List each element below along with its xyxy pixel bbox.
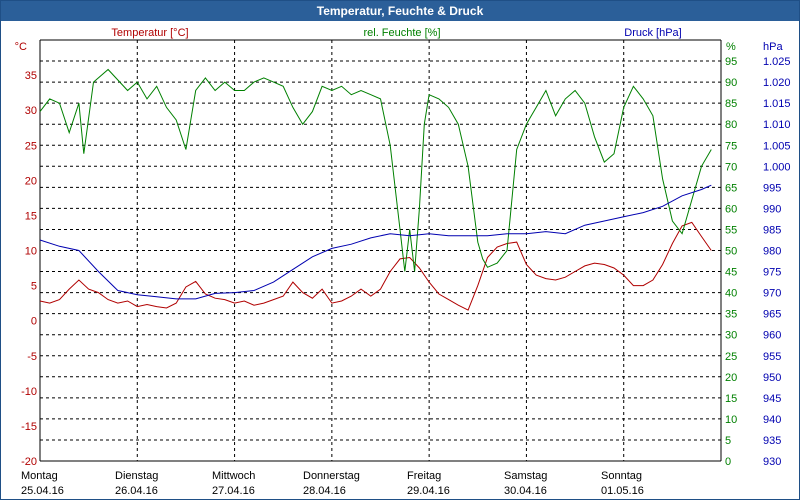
pressure-tick-label: 945 (763, 393, 781, 405)
day-name-label: Sonntag (601, 470, 642, 482)
humidity-tick-label: 20 (725, 372, 737, 384)
day-date-label: 01.05.16 (601, 485, 644, 497)
pressure-tick-label: 990 (763, 203, 781, 215)
axes (39, 39, 722, 462)
humidity-tick-label: 95 (725, 56, 737, 68)
pressure-tick-label: 940 (763, 414, 781, 426)
pressure-axis-unit: hPa (763, 41, 783, 53)
temperature-tick-label: 10 (25, 246, 37, 258)
day-name-label: Montag (21, 470, 58, 482)
pressure-tick-label: 1.015 (763, 98, 791, 110)
pressure-tick-label: 1.000 (763, 161, 791, 173)
day-name-label: Freitag (407, 470, 441, 482)
pressure-tick-label: 970 (763, 288, 781, 300)
pressure-axis-label: Druck [hPa] (624, 27, 681, 39)
tick-labels: 35302520151050-5-10-15-20959085807570656… (21, 56, 790, 468)
x-axis-labels: Montag 25.04.16 Dienstag 26.04.16 Mittwoch 27… (21, 470, 644, 497)
humidity-tick-label: 80 (725, 119, 737, 131)
humidity-tick-label: 75 (725, 140, 737, 152)
humidity-tick-label: 0 (725, 456, 731, 468)
day-date-label: 29.04.16 (407, 485, 450, 497)
day-date-label: 28.04.16 (303, 485, 346, 497)
day-name-label: Samstag (504, 470, 547, 482)
temperature-tick-label: -15 (21, 421, 37, 433)
humidity-tick-label: 85 (725, 98, 737, 110)
humidity-tick-label: 35 (725, 309, 737, 321)
humidity-tick-label: 40 (725, 288, 737, 300)
humidity-tick-label: 60 (725, 203, 737, 215)
temperature-tick-label: 5 (31, 281, 37, 293)
pressure-tick-label: 1.010 (763, 119, 791, 131)
humidity-axis-unit: % (726, 41, 736, 53)
pressure-tick-label: 975 (763, 267, 781, 279)
pressure-tick-label: 965 (763, 309, 781, 321)
pressure-tick-label: 955 (763, 351, 781, 363)
temperature-tick-label: 35 (25, 70, 37, 82)
temperature-line (39, 221, 712, 311)
humidity-tick-label: 90 (725, 77, 737, 89)
pressure-tick-label: 1.025 (763, 56, 791, 68)
humidity-tick-label: 10 (725, 414, 737, 426)
humidity-tick-label: 70 (725, 161, 737, 173)
pressure-tick-label: 950 (763, 372, 781, 384)
day-date-label: 30.04.16 (504, 485, 547, 497)
temperature-tick-label: 0 (31, 316, 37, 328)
humidity-tick-label: 65 (725, 182, 737, 194)
humidity-tick-label: 50 (725, 246, 737, 258)
temperature-tick-label: 25 (25, 140, 37, 152)
humidity-line (39, 68, 712, 272)
pressure-tick-label: 930 (763, 456, 781, 468)
pressure-tick-label: 935 (763, 435, 781, 447)
humidity-tick-label: 55 (725, 224, 737, 236)
series-lines (39, 68, 712, 311)
temperature-tick-label: 20 (25, 175, 37, 187)
day-date-label: 25.04.16 (21, 485, 64, 497)
chart-title: Temperatur, Feuchte & Druck (1, 1, 799, 21)
temperature-tick-label: -10 (21, 386, 37, 398)
grid (40, 40, 721, 461)
day-name-label: Donnerstag (303, 470, 360, 482)
day-date-label: 26.04.16 (115, 485, 158, 497)
humidity-tick-label: 25 (725, 351, 737, 363)
day-name-label: Mittwoch (212, 470, 255, 482)
temperature-tick-label: -20 (21, 456, 37, 468)
day-name-label: Dienstag (115, 470, 158, 482)
humidity-tick-label: 15 (725, 393, 737, 405)
pressure-line (39, 184, 712, 300)
pressure-tick-label: 995 (763, 182, 781, 194)
day-date-label: 27.04.16 (212, 485, 255, 497)
pressure-tick-label: 1.005 (763, 140, 791, 152)
pressure-tick-label: 960 (763, 330, 781, 342)
humidity-tick-label: 45 (725, 267, 737, 279)
temperature-tick-label: 30 (25, 105, 37, 117)
humidity-axis-label: rel. Feuchte [%] (363, 27, 440, 39)
temperature-tick-label: -5 (27, 351, 37, 363)
pressure-tick-label: 980 (763, 246, 781, 258)
pressure-tick-label: 1.020 (763, 77, 791, 89)
temperature-tick-label: 15 (25, 210, 37, 222)
left-axis-unit: °C (15, 41, 27, 53)
pressure-tick-label: 985 (763, 224, 781, 236)
left-axis-label: Temperatur [°C] (111, 27, 188, 39)
humidity-tick-label: 5 (725, 435, 731, 447)
humidity-tick-label: 30 (725, 330, 737, 342)
